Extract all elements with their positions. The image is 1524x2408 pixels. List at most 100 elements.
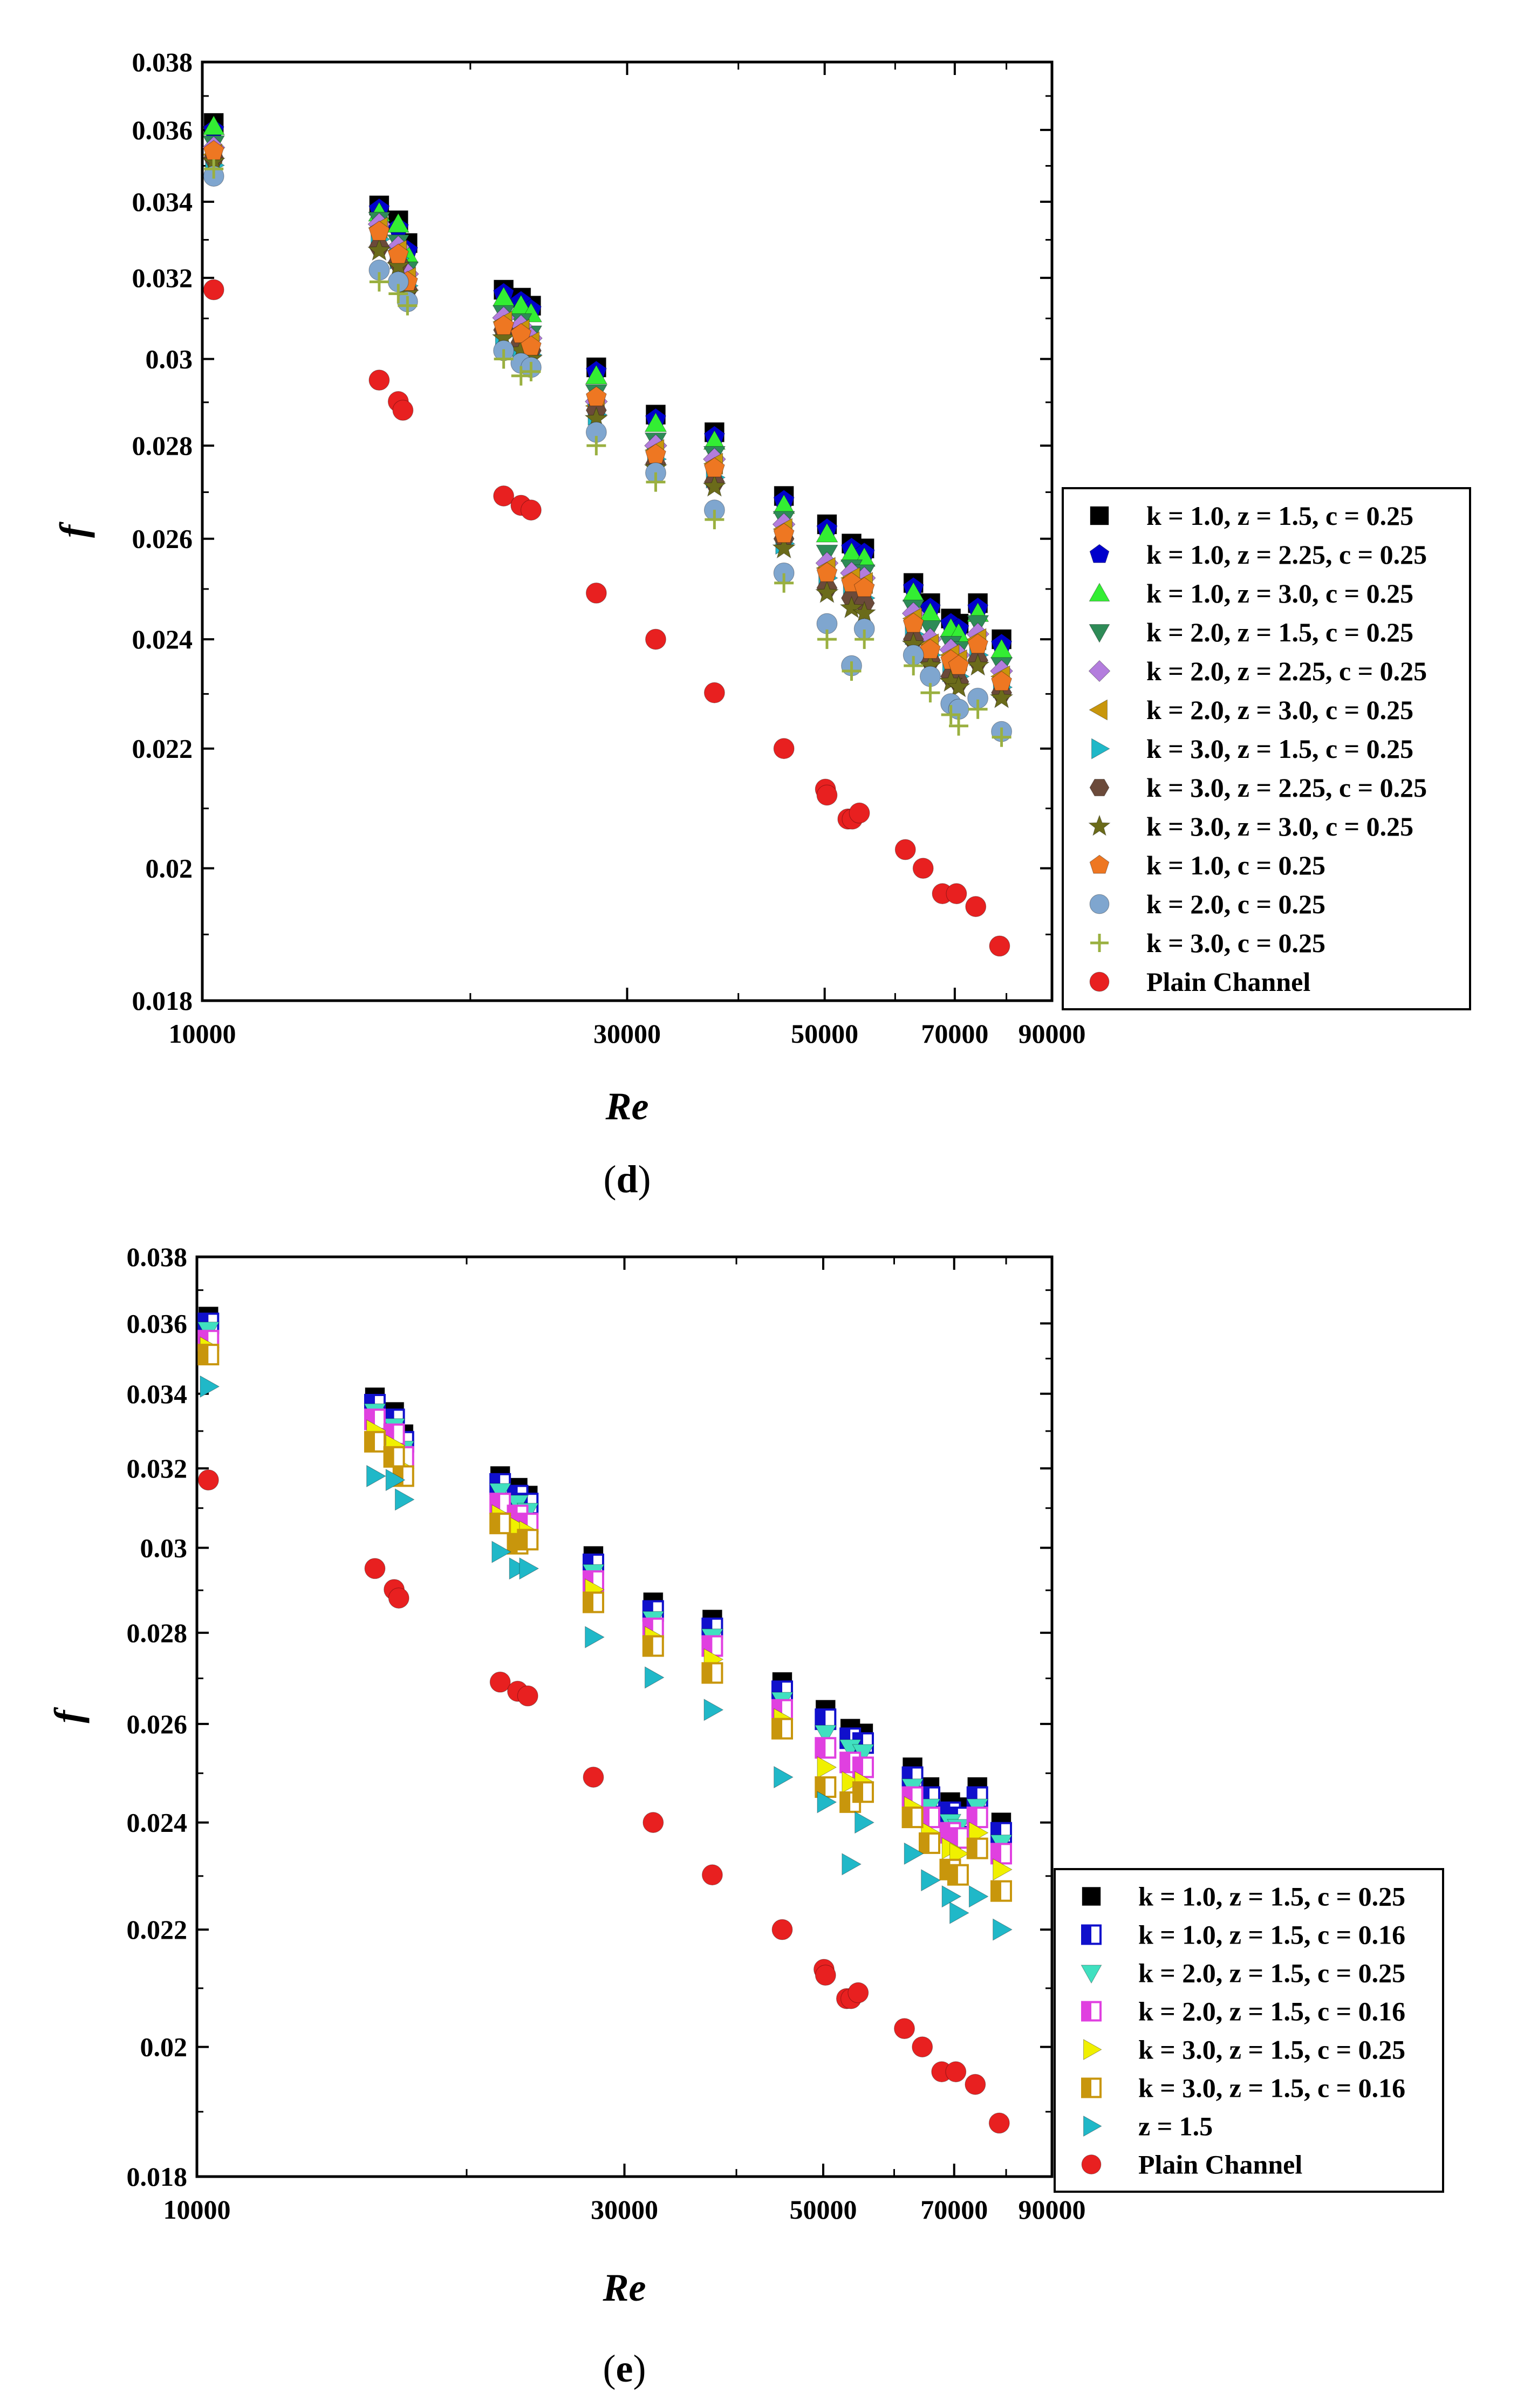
data-point (511, 366, 531, 386)
data-point (965, 896, 987, 917)
legend-box (1062, 487, 1471, 1010)
x-axis-title: Re (605, 1085, 649, 1128)
series-5 (197, 1344, 1012, 1902)
y-tick-label: 0.032 (132, 263, 193, 293)
data-point (771, 1919, 793, 1940)
data-point (948, 654, 969, 675)
data-point (493, 485, 515, 507)
data-point (703, 457, 725, 477)
x-tick-label: 10000 (169, 1018, 236, 1049)
data-point (966, 653, 990, 676)
y-tick-label: 0.036 (127, 1308, 188, 1338)
data-point (489, 1513, 511, 1535)
legend-entry: k = 2.0, z = 1.5, c = 0.25 (1146, 617, 1413, 647)
legend-marker (1089, 544, 1110, 563)
legend-marker (1083, 2115, 1102, 2137)
legend-entry: k = 1.0, z = 3.0, c = 0.25 (1146, 578, 1413, 608)
data-point (383, 1446, 405, 1468)
data-point-fill (199, 1345, 209, 1365)
y-tick-label: 0.022 (132, 734, 193, 764)
data-point (968, 699, 988, 719)
data-point (369, 272, 389, 292)
data-point (385, 1468, 406, 1492)
y-tick-label: 0.022 (127, 1914, 188, 1945)
legend-entry: k = 3.0, z = 1.5, c = 0.16 (1138, 2073, 1405, 2103)
data-point (855, 1811, 874, 1834)
data-point (848, 1982, 869, 2003)
data-point (967, 633, 989, 654)
y-axis-title: f (52, 522, 95, 538)
data-point (520, 335, 542, 355)
y-tick-label: 0.026 (127, 1709, 188, 1739)
data-point (388, 284, 408, 304)
panel-label-open: ( (603, 2347, 616, 2390)
data-point (945, 2061, 967, 2083)
data-point (904, 656, 924, 676)
data-point (817, 1791, 837, 1814)
x-tick-label: 50000 (789, 2194, 857, 2225)
data-point (894, 839, 916, 860)
legend-marker (1088, 815, 1111, 836)
data-point (510, 323, 532, 343)
data-point-fill (903, 1808, 913, 1828)
legend-entry: k = 3.0, z = 3.0, c = 0.25 (1146, 811, 1413, 842)
data-point-fill (518, 1530, 528, 1550)
data-point (703, 682, 725, 703)
legend-marker (1091, 738, 1110, 760)
data-point (644, 412, 667, 432)
data-point (773, 738, 795, 760)
data-point-fill (772, 1719, 782, 1739)
legend-entry: k = 3.0, z = 1.5, c = 0.25 (1138, 2035, 1405, 2065)
data-point (774, 1766, 794, 1789)
legend-marker (1081, 1965, 1102, 1984)
data-point (367, 238, 391, 261)
panel-label-letter: d (616, 1158, 638, 1201)
legend-entry: k = 3.0, c = 0.25 (1146, 928, 1325, 958)
panel-label-letter: e (616, 2347, 633, 2390)
data-point (703, 1699, 724, 1721)
data-point (993, 1918, 1013, 1941)
legend-marker-fill (1082, 2078, 1091, 2097)
legend-marker (1088, 660, 1111, 682)
data-point-fill (643, 1636, 653, 1656)
data-point (901, 1807, 924, 1829)
data-point-fill (702, 1663, 713, 1683)
x-tick-label: 70000 (920, 2194, 988, 2225)
data-point (200, 1375, 220, 1398)
legend-marker (1082, 1887, 1101, 1906)
data-point (771, 1718, 793, 1740)
data-point (842, 1771, 862, 1794)
legend-box (1054, 1868, 1444, 2193)
data-point (517, 1529, 539, 1551)
data-point (946, 883, 967, 905)
data-point (815, 1737, 837, 1759)
data-point (817, 1756, 837, 1778)
data-point (517, 1685, 538, 1707)
panel-label-open: ( (603, 1158, 616, 1201)
legend-entry: Plain Channel (1138, 2150, 1302, 2180)
data-point (197, 1344, 220, 1366)
data-point (489, 1671, 511, 1693)
data-point (839, 596, 864, 619)
legend-marker (1081, 1924, 1102, 1945)
data-point (646, 472, 666, 492)
data-point (894, 2018, 915, 2040)
data-point (494, 349, 514, 369)
y-tick-label: 0.034 (127, 1379, 188, 1409)
data-point (387, 243, 409, 264)
data-point (941, 1885, 962, 1908)
data-point (903, 612, 924, 633)
data-point (949, 1901, 969, 1924)
x-axis-title: Re (603, 2266, 646, 2309)
y-tick-label: 0.03 (146, 344, 193, 374)
legend-entry: k = 3.0, z = 2.25, c = 0.25 (1146, 772, 1427, 803)
panel-e: 0.018 0.02 0.022 0.024 0.026 0.028 0.03 0.032 0.… (46, 1242, 1444, 2390)
legend-marker (1089, 972, 1110, 992)
data-point (853, 577, 875, 597)
data-point (947, 675, 971, 697)
data-point-fill (853, 1782, 863, 1802)
series-9 (203, 140, 1012, 691)
data-point (705, 510, 725, 530)
data-point (988, 2112, 1010, 2134)
